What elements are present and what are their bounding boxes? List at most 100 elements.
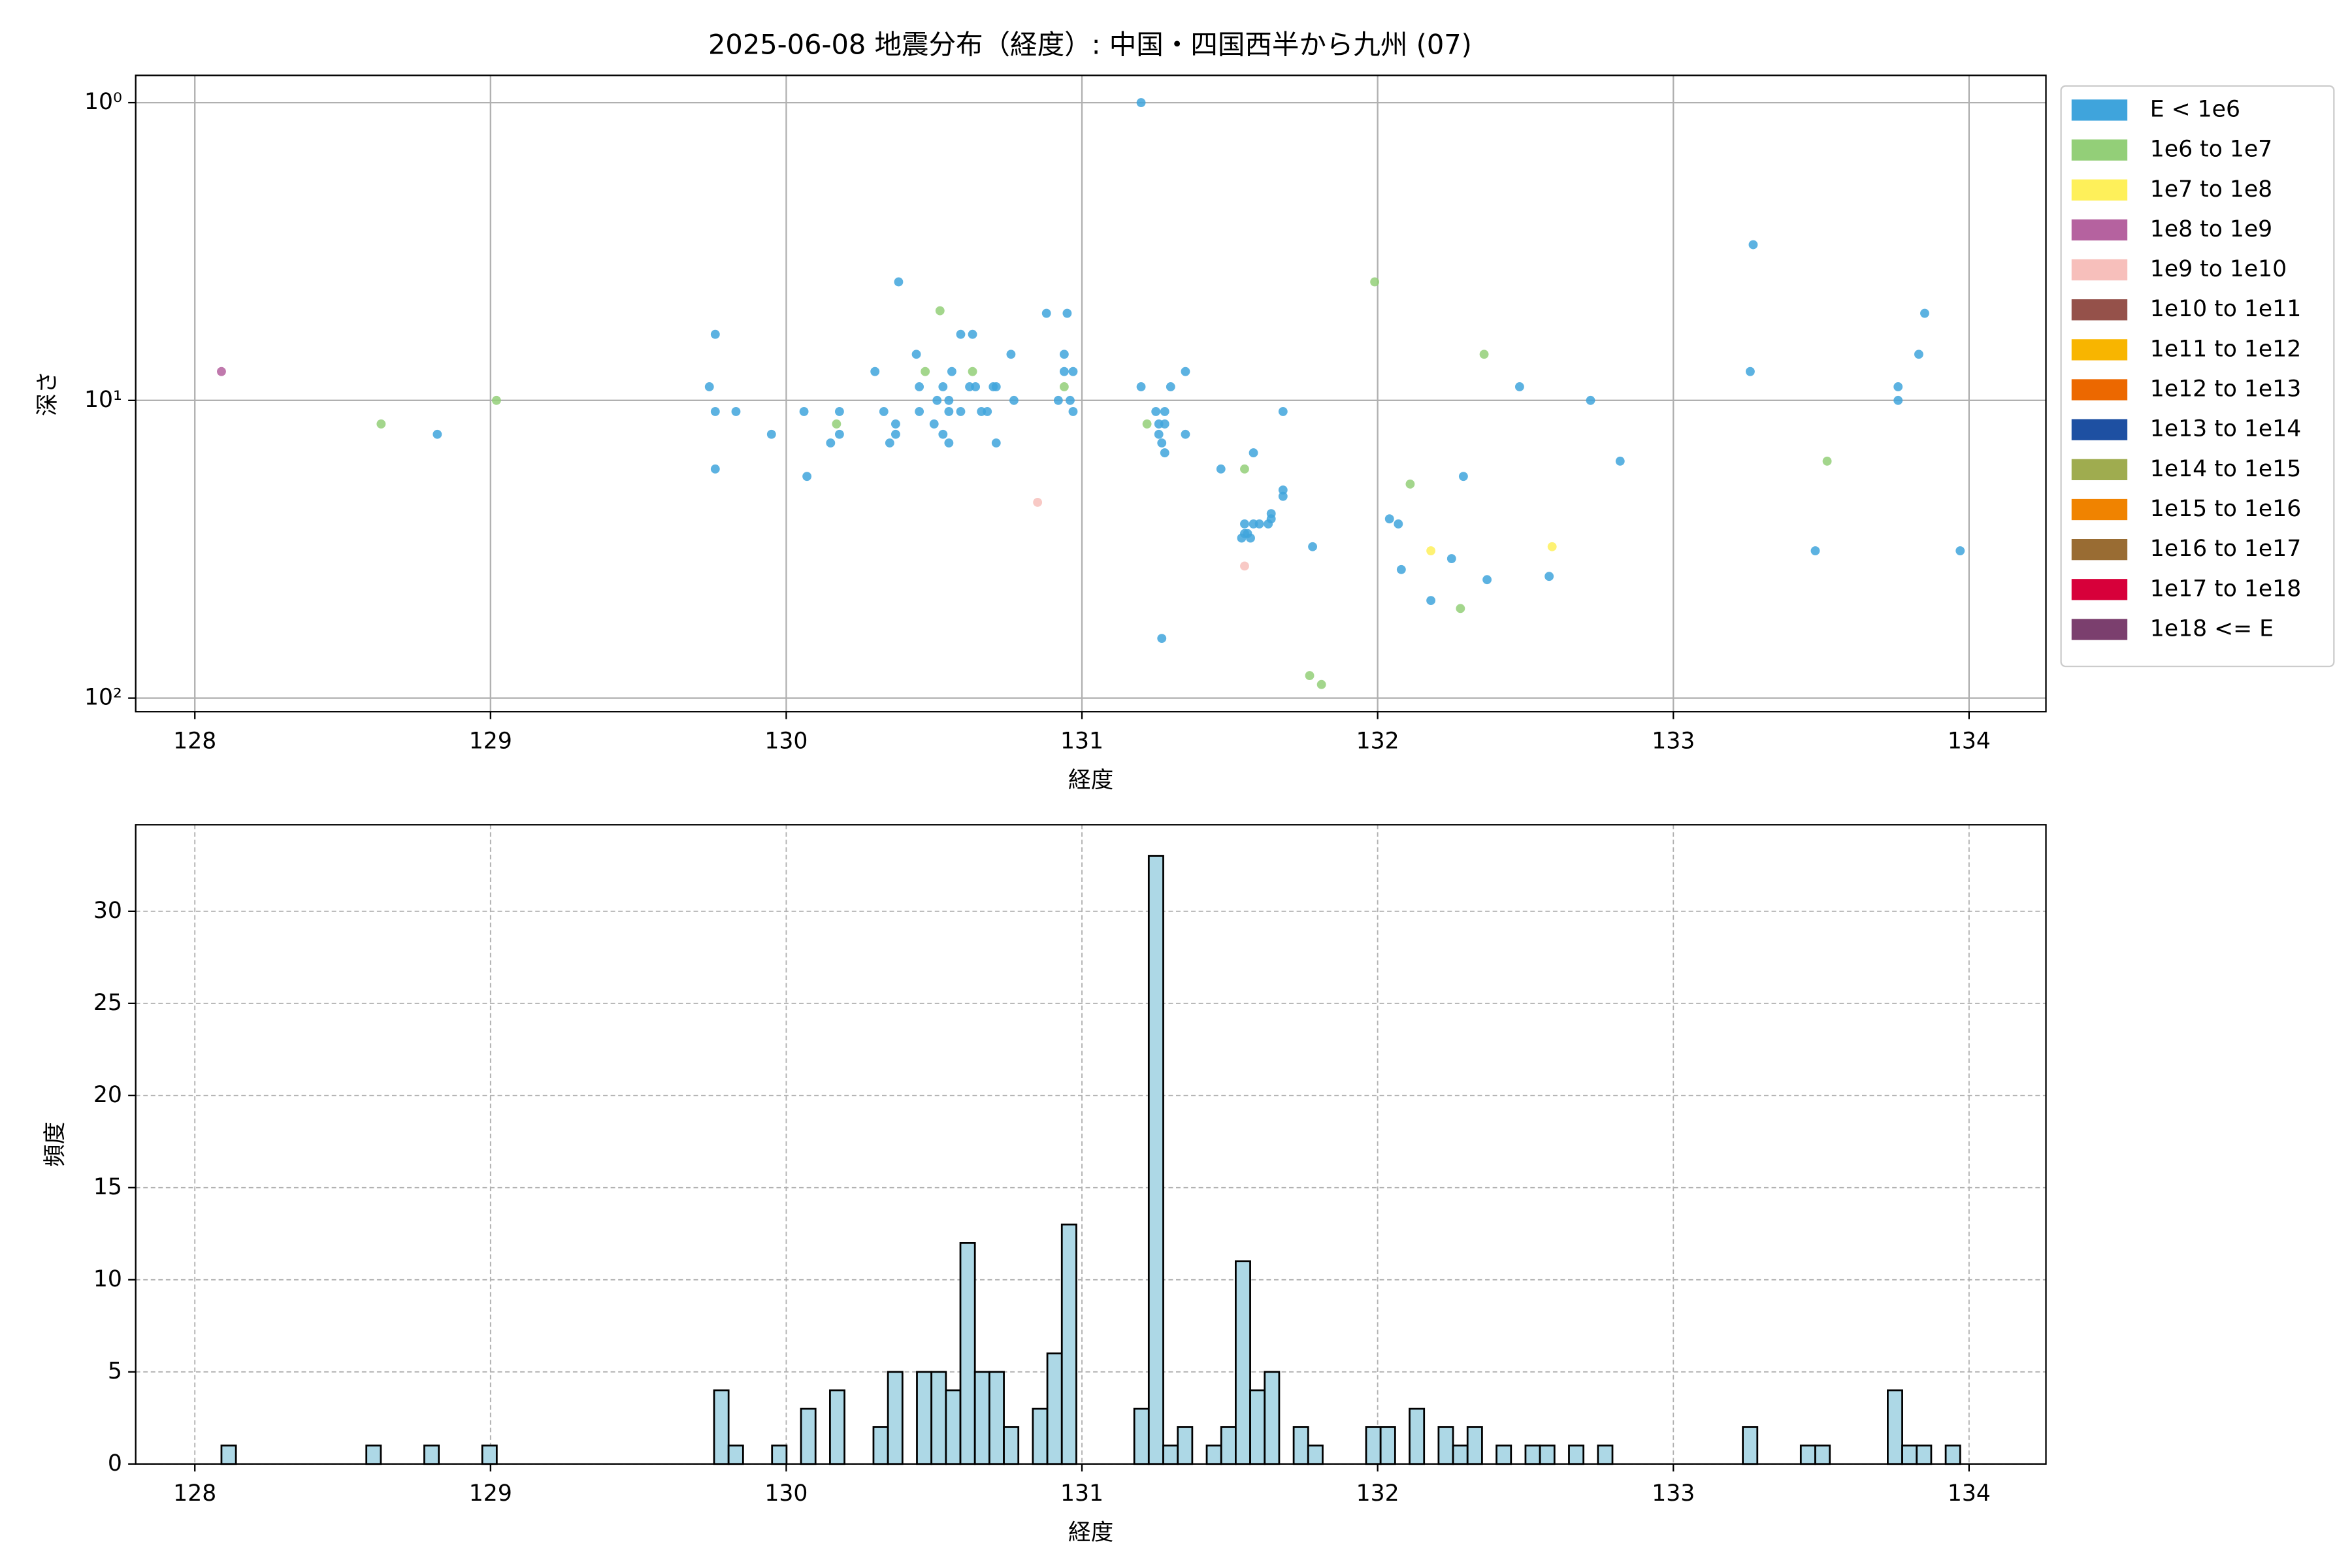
histogram-bar (1495, 1445, 1512, 1465)
histogram-bar (1365, 1426, 1382, 1465)
x-tick-label: 130 (764, 1480, 808, 1507)
scatter-point (1216, 464, 1226, 474)
scatter-point (1547, 542, 1557, 551)
scatter-point (731, 406, 741, 416)
scatter-point (1066, 395, 1075, 405)
scatter-point (944, 438, 954, 448)
scatter-point (1009, 395, 1019, 405)
x-tick-label: 134 (1948, 1480, 1991, 1507)
scatter-point (947, 367, 956, 376)
scatter-point (1160, 406, 1169, 416)
y-tick-label: 10¹ (84, 387, 122, 413)
scatter-point (890, 419, 900, 429)
histogram-bar (1147, 855, 1164, 1465)
histogram-bar (1466, 1426, 1483, 1465)
scatter-point (1514, 382, 1524, 391)
scatter-point (1615, 456, 1625, 466)
x-tick-label: 133 (1652, 1480, 1695, 1507)
histogram-bar (727, 1445, 744, 1465)
x-tick-label: 129 (469, 728, 512, 754)
histogram-bar (365, 1445, 382, 1465)
histogram-bar (1205, 1445, 1222, 1465)
y-tick-label: 0 (108, 1450, 122, 1477)
histogram-bar (930, 1371, 947, 1465)
scatter-point (834, 429, 844, 439)
scatter-point (1006, 350, 1016, 359)
scatter-point (938, 429, 948, 439)
histogram-bar (800, 1407, 817, 1465)
histogram-bar (1032, 1407, 1049, 1465)
histogram-bar (959, 1242, 976, 1465)
scatter-point (1914, 350, 1923, 359)
scatter-point (921, 367, 930, 376)
histogram-bar (829, 1389, 845, 1465)
scatter-point (890, 429, 900, 439)
scatter-point (915, 382, 924, 391)
histogram-bar (1539, 1445, 1556, 1465)
scatter-point (1240, 519, 1249, 529)
y-tick-label: 20 (93, 1082, 122, 1108)
scatter-point (968, 367, 977, 376)
scatter-point (710, 464, 720, 474)
scatter-point (1316, 679, 1326, 689)
scatter-point (1240, 464, 1249, 474)
scatter-point (704, 382, 714, 391)
histogram-bar (1133, 1407, 1150, 1465)
y-tick-label: 10⁰ (84, 89, 122, 115)
histogram-bar (1409, 1407, 1426, 1465)
scatter-point (1160, 448, 1169, 458)
histogram-bar (1568, 1445, 1585, 1465)
histogram-bar (988, 1371, 1005, 1465)
scatter-point (1059, 350, 1069, 359)
scatter-point (433, 429, 442, 439)
legend-label: 1e17 to 1e18 (2150, 576, 2301, 602)
histogram-bar (1814, 1445, 1831, 1465)
histogram-bar (1220, 1426, 1237, 1465)
legend-box (2060, 85, 2335, 668)
scatter-point (1154, 429, 1164, 439)
scatter-point (1136, 382, 1146, 391)
scatter-point (1305, 671, 1315, 680)
histogram-bar (1379, 1426, 1396, 1465)
scatter-point (1240, 529, 1249, 538)
scatter-point (1033, 497, 1043, 507)
x-axis-label: 経度 (1068, 767, 1113, 793)
scatter-point (1254, 519, 1264, 529)
scatter-point (1240, 561, 1249, 571)
scatter-point (991, 438, 1001, 448)
x-tick-label: 131 (1060, 728, 1103, 754)
histogram-bar (945, 1389, 962, 1465)
histogram-bar (872, 1426, 889, 1465)
scatter-point (834, 406, 844, 416)
scatter-point (1053, 395, 1063, 405)
scatter-point (1405, 479, 1415, 489)
histogram-bar (1177, 1426, 1194, 1465)
scatter-point (1446, 554, 1456, 563)
scatter-point (1041, 308, 1051, 318)
x-axis-label: 経度 (1068, 1520, 1113, 1546)
scatter-point (1278, 406, 1288, 416)
y-tick-label: 25 (93, 990, 122, 1016)
legend-label: 1e10 to 1e11 (2150, 296, 2301, 322)
scatter-point (1586, 395, 1595, 405)
histogram-bar (771, 1445, 788, 1465)
scatter-point (832, 419, 841, 429)
scatter-point (1160, 419, 1169, 429)
scatter-point (1479, 350, 1489, 359)
scatter-point (1396, 564, 1406, 574)
y-tick-label: 10² (84, 685, 122, 711)
legend-label: 1e6 to 1e7 (2150, 137, 2272, 163)
plot-frame (135, 74, 2047, 713)
scatter-point (1157, 634, 1167, 644)
y-tick-label: 30 (93, 898, 122, 924)
x-tick-label: 133 (1652, 728, 1695, 754)
scatter-point (1068, 367, 1078, 376)
histogram-bar (887, 1371, 904, 1465)
scatter-point (1920, 308, 1929, 318)
scatter-point (1426, 546, 1436, 555)
y-tick-label: 10 (93, 1266, 122, 1292)
legend-label: 1e18 <= E (2150, 615, 2274, 642)
histogram-bar (1887, 1389, 1903, 1465)
plot-frame (135, 824, 2047, 1465)
